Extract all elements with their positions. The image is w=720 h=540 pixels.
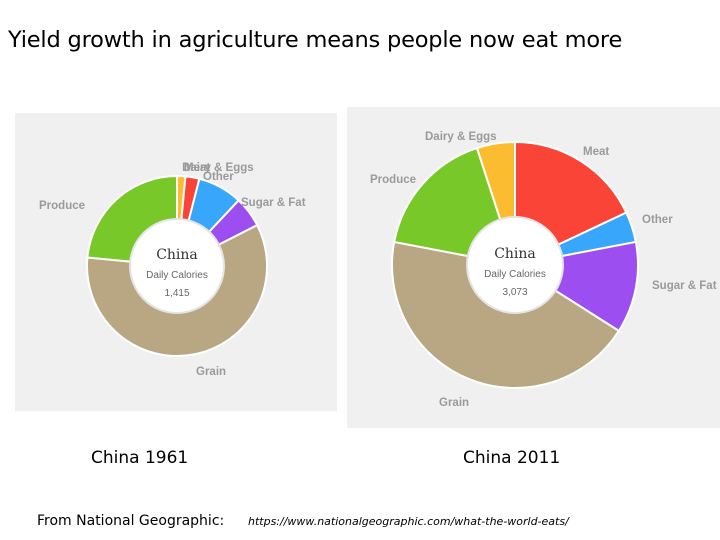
donut-chart-2011-panel: Meat Other Sugar & Fat Grain Produce Dairy & … xyxy=(347,107,720,428)
slice-label-sugar-fat: Sugar & Fat xyxy=(241,197,306,209)
slice-label-sugar-fat: Sugar & Fat xyxy=(652,280,717,292)
donut-chart-2011: Meat Other Sugar & Fat Grain Produce Dairy & … xyxy=(370,131,717,409)
donut-chart-1961-panel: Dairy & Eggs Meat Other Sugar & Fat Grain Pro… xyxy=(15,113,337,411)
slice-label-produce: Produce xyxy=(39,200,85,212)
caption-1961: China 1961 xyxy=(91,448,189,468)
center-subtitle: Daily Calories xyxy=(484,269,546,280)
slice-label-grain: Grain xyxy=(196,366,226,378)
slice-label-meat: Meat xyxy=(184,162,210,174)
center-title: China xyxy=(156,247,198,263)
center-subtitle: Daily Calories xyxy=(146,270,208,281)
caption-2011: China 2011 xyxy=(463,448,561,468)
source-url[interactable]: https://www.nationalgeographic.com/what-… xyxy=(248,515,569,528)
slice-label-other: Other xyxy=(203,171,234,183)
slice-grain xyxy=(391,240,621,389)
slice-label-produce: Produce xyxy=(370,174,416,186)
slice-label-dairy-eggs: Dairy & Eggs xyxy=(425,131,497,143)
slice-label-dairy-eggs: Dairy & Eggs xyxy=(182,162,254,174)
slice-label-other: Other xyxy=(642,214,673,226)
source-label: From National Geographic: xyxy=(37,513,225,529)
slice-label-meat: Meat xyxy=(583,146,609,158)
donut-center xyxy=(466,216,564,314)
page-title: Yield growth in agriculture means people… xyxy=(8,27,623,53)
slice-label-grain: Grain xyxy=(439,397,469,409)
center-title: China xyxy=(494,246,536,262)
donut-center xyxy=(129,218,225,314)
center-value: 1,415 xyxy=(164,288,189,299)
center-value: 3,073 xyxy=(502,287,527,298)
